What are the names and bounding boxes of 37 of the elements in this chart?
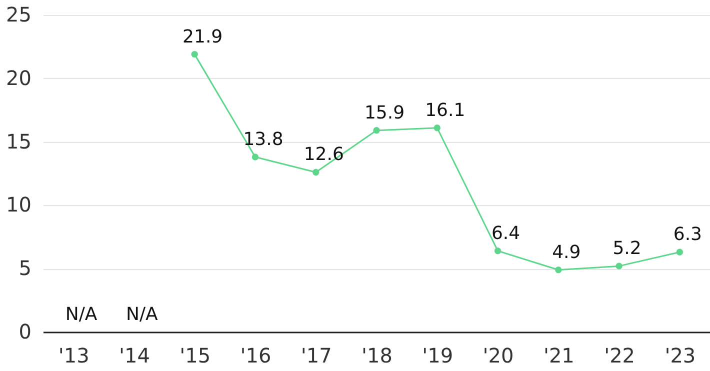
- data-label: 21.9: [182, 26, 223, 48]
- data-label: 5.2: [612, 238, 642, 260]
- x-tick-label: '16: [240, 344, 272, 368]
- text: N/A: [126, 304, 158, 325]
- x-tick-label: '14: [118, 344, 150, 368]
- y-tick-label: 20: [6, 66, 32, 90]
- y-tick-label: 25: [6, 2, 32, 26]
- x-tick-label: '15: [180, 344, 211, 368]
- y-tick-label: 5: [18, 256, 32, 280]
- point: [494, 248, 502, 254]
- data-label: 6.4: [491, 222, 520, 244]
- x-tick-label: '19: [422, 344, 454, 368]
- data-label: 4.9: [552, 242, 581, 263]
- x-tick-label: '18: [362, 344, 392, 368]
- x-tick-label: '23: [664, 344, 696, 368]
- x-tick-label: '13: [58, 344, 90, 368]
- point: [191, 50, 198, 58]
- point: [616, 262, 622, 270]
- data-label: 12.6: [304, 144, 344, 166]
- x-tick-label: '17: [300, 344, 332, 368]
- data-label: 16.1: [425, 100, 466, 121]
- point: [434, 124, 440, 132]
- x-tick-label: '20: [482, 344, 514, 368]
- x-tick-label: '21: [543, 344, 574, 368]
- y-tick-label: 0: [18, 320, 32, 344]
- point: [312, 168, 320, 176]
- point: [555, 266, 562, 274]
- point: [676, 248, 684, 256]
- point: [373, 127, 380, 134]
- data-label: 6.3: [673, 224, 702, 246]
- y-tick-label: 10: [6, 192, 32, 217]
- y-tick-label: 15: [6, 129, 32, 154]
- x-tick-label: '22: [604, 344, 636, 368]
- data-label: 13.8: [243, 129, 284, 150]
- text: N/A: [65, 304, 98, 325]
- data-label: 15.9: [364, 102, 405, 124]
- point: [252, 154, 259, 160]
